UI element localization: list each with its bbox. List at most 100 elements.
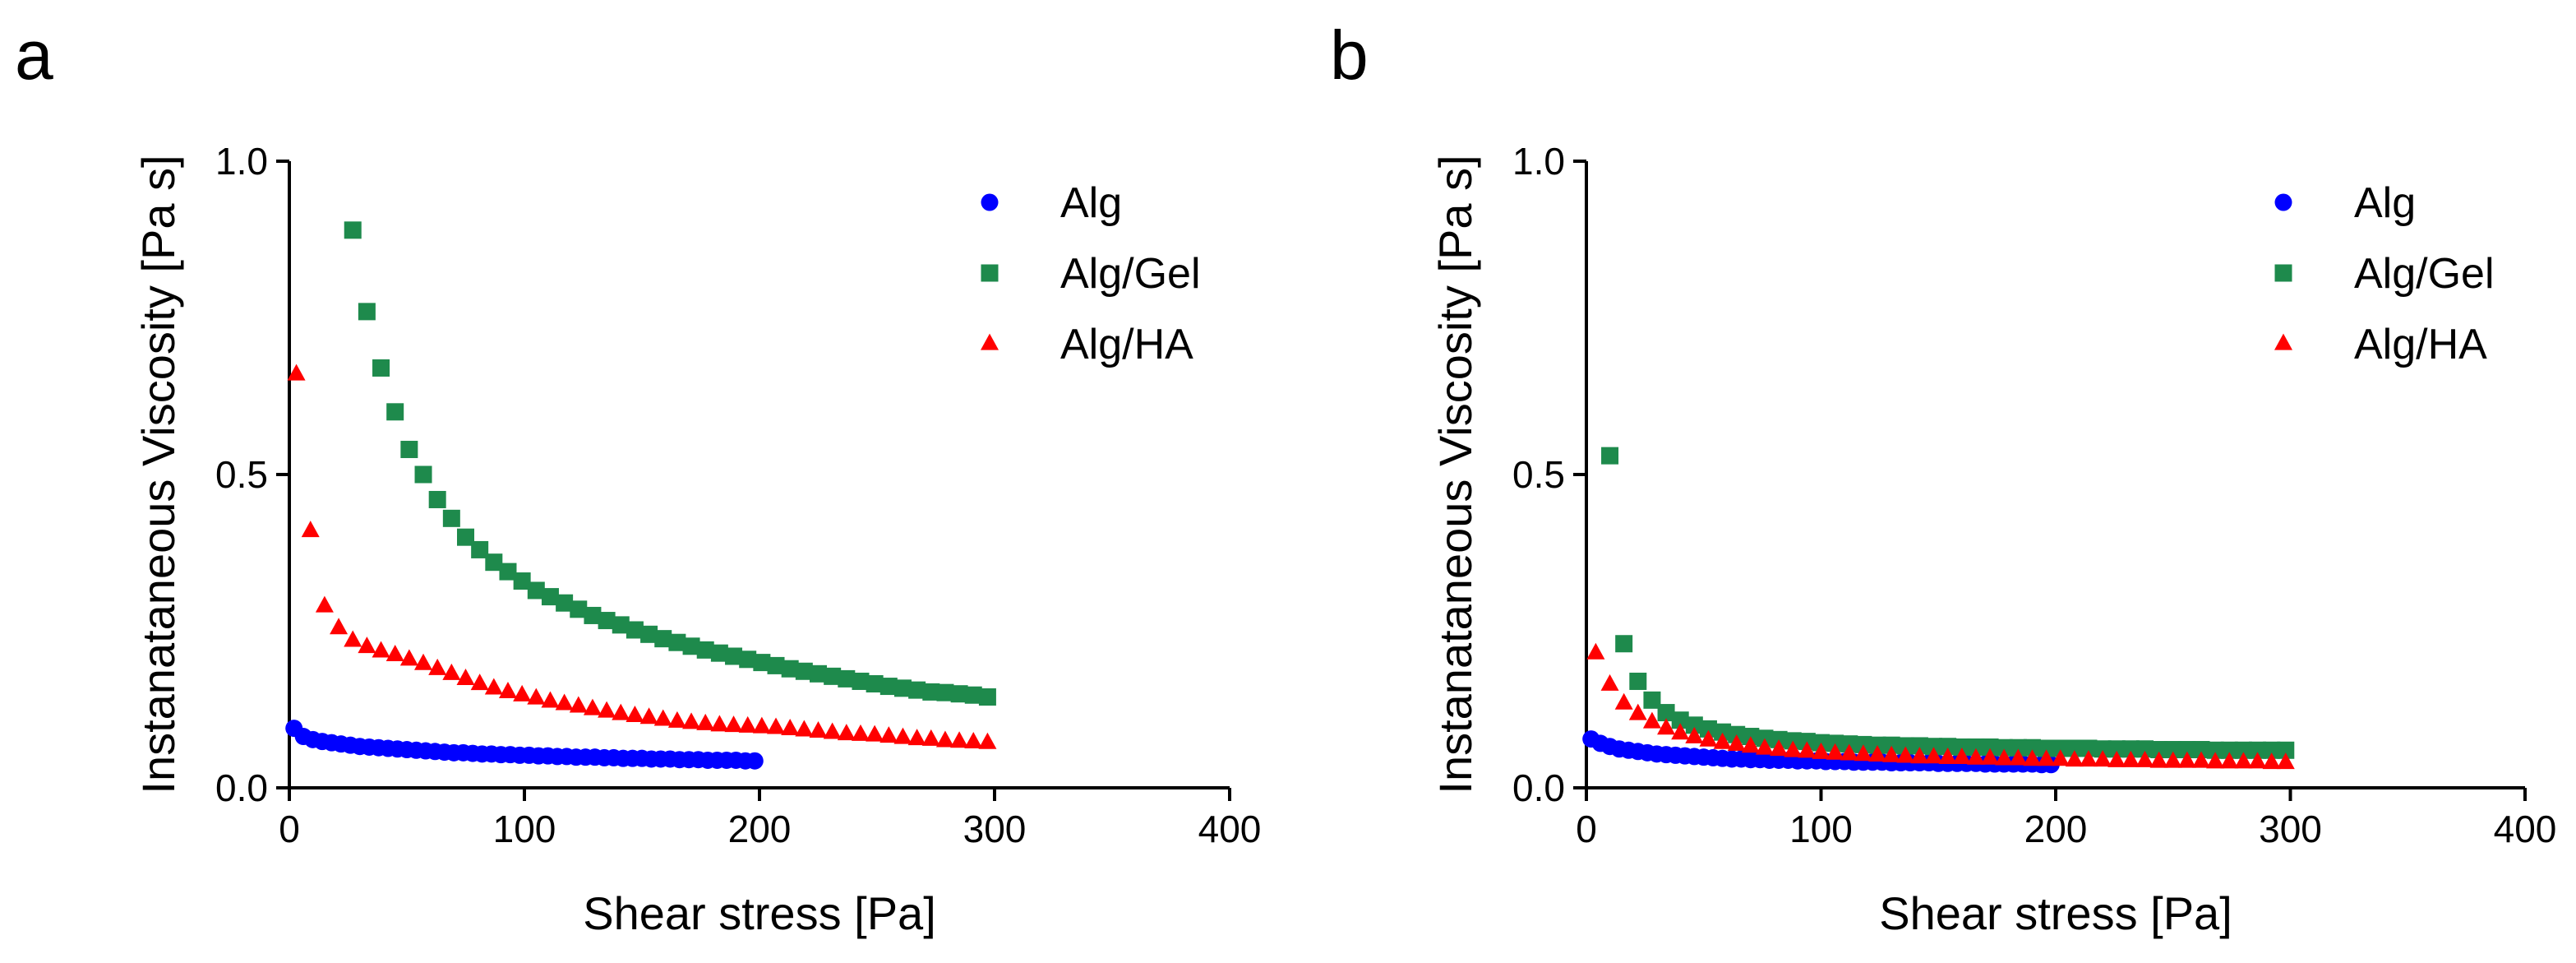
panel-a-y-tick-label: 0.0 xyxy=(215,766,268,809)
data-point xyxy=(556,594,574,612)
data-point xyxy=(428,490,446,508)
data-point xyxy=(1910,747,1929,764)
legend-label: Alg/HA xyxy=(1060,321,1193,368)
panel-a: a 0 100 200 300 400 0.0 0.5 1.0 Shear stress [P… xyxy=(15,16,1261,939)
panel-b-x-tick-label: 0 xyxy=(1576,808,1597,850)
data-point xyxy=(484,678,503,695)
data-point xyxy=(386,403,404,421)
data-point xyxy=(781,718,800,735)
data-point xyxy=(399,649,418,666)
data-point xyxy=(1755,738,1774,755)
data-point xyxy=(2149,751,2168,768)
data-point xyxy=(653,709,672,726)
data-point xyxy=(2023,749,2042,766)
panel-b-x-axis-label: Shear stress [Pa] xyxy=(1879,887,2232,939)
data-point xyxy=(498,682,517,699)
data-point xyxy=(1642,711,1661,729)
data-point xyxy=(1685,726,1704,743)
data-point xyxy=(1615,635,1633,653)
data-point xyxy=(287,363,306,381)
data-point xyxy=(781,660,799,678)
data-point xyxy=(2135,750,2154,767)
data-point xyxy=(1981,738,1999,756)
data-point xyxy=(2079,750,2098,767)
data-point xyxy=(907,729,926,746)
data-point xyxy=(513,684,532,701)
data-point xyxy=(823,722,842,739)
data-point xyxy=(795,720,814,737)
data-point xyxy=(851,724,870,741)
panel-a-x-tick-label: 100 xyxy=(493,808,556,850)
panel-b-y-tick-label: 0.5 xyxy=(1512,453,1565,496)
data-point xyxy=(838,669,856,688)
data-point xyxy=(2206,741,2224,759)
legend-item: Alg xyxy=(2274,179,2416,227)
data-point xyxy=(667,711,686,728)
data-point xyxy=(696,713,715,730)
panel-b-x-tick-label: 400 xyxy=(2494,808,2557,850)
panel-b-ticks: 0 100 200 300 400 0.0 0.5 1.0 xyxy=(1512,140,2556,850)
legend-marker xyxy=(2274,193,2292,211)
legend-label: Alg/HA xyxy=(2354,321,2487,368)
panel-a-x-tick-label: 300 xyxy=(963,808,1027,850)
data-point xyxy=(866,675,884,693)
data-point xyxy=(2276,752,2295,770)
data-point xyxy=(2038,739,2056,757)
data-point xyxy=(1910,737,1928,755)
data-point xyxy=(400,441,418,459)
data-point xyxy=(725,647,743,665)
data-point xyxy=(639,707,658,725)
data-point xyxy=(1826,743,1844,760)
data-point xyxy=(893,727,912,744)
data-point xyxy=(1882,736,1900,754)
data-point xyxy=(358,637,376,654)
data-point xyxy=(682,712,701,729)
panel-b-x-tick-label: 300 xyxy=(2259,808,2322,850)
data-point xyxy=(344,221,362,239)
data-point xyxy=(1600,674,1619,691)
data-point xyxy=(1657,704,1675,722)
data-point xyxy=(428,658,447,675)
data-point xyxy=(879,678,898,696)
data-point xyxy=(2263,741,2281,759)
data-point xyxy=(2009,738,2027,757)
data-point xyxy=(654,630,672,648)
data-point xyxy=(810,664,827,683)
data-point xyxy=(2135,740,2154,758)
data-point xyxy=(1896,737,1914,755)
data-point xyxy=(964,731,983,748)
data-point xyxy=(1643,691,1661,709)
data-point xyxy=(598,701,616,718)
data-point xyxy=(2220,741,2238,759)
panel-a-ticks: 0 100 200 300 400 0.0 0.5 1.0 xyxy=(215,140,1261,850)
data-point xyxy=(471,540,489,558)
data-point xyxy=(893,679,912,697)
panel-b-series-alg-ha xyxy=(1586,642,2295,770)
data-point xyxy=(499,563,517,581)
legend-item: Alg/HA xyxy=(981,321,1193,368)
data-point xyxy=(1798,741,1817,758)
data-point xyxy=(344,630,362,647)
legend-item: Alg/HA xyxy=(2274,321,2487,368)
panel-b-y-tick-label: 0.0 xyxy=(1512,766,1565,809)
data-point xyxy=(1727,734,1746,752)
data-point xyxy=(724,715,743,733)
data-point xyxy=(1840,743,1858,761)
data-point xyxy=(837,724,856,741)
data-point xyxy=(414,465,432,484)
data-point xyxy=(456,669,475,686)
data-point xyxy=(372,359,390,377)
legend-marker xyxy=(2274,333,2292,350)
data-point xyxy=(442,663,461,680)
data-point xyxy=(1938,748,1957,765)
data-point xyxy=(2150,741,2168,759)
data-point xyxy=(1713,732,1732,749)
data-point xyxy=(1939,738,1957,756)
data-point xyxy=(2163,751,2182,768)
data-point xyxy=(1995,738,2013,757)
data-point xyxy=(385,645,404,662)
data-point xyxy=(922,683,940,701)
data-point xyxy=(950,685,968,703)
legend-item: Alg/Gel xyxy=(981,250,1201,298)
